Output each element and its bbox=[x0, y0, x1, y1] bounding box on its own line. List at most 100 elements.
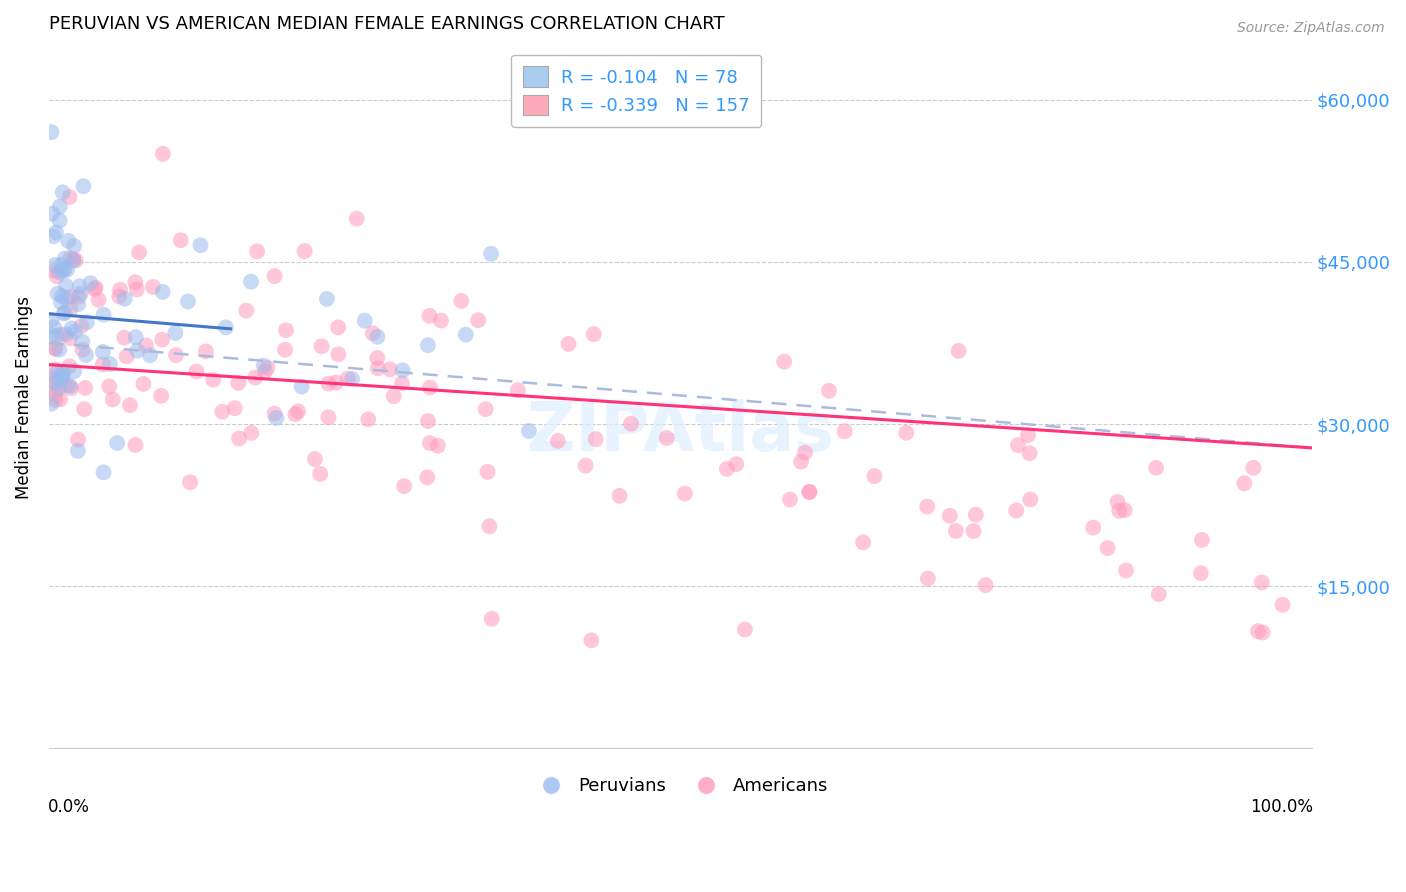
Point bbox=[245, 370, 267, 384]
Point bbox=[353, 314, 375, 328]
Point bbox=[63, 325, 86, 339]
Point bbox=[59, 301, 82, 316]
Point bbox=[114, 292, 136, 306]
Point bbox=[87, 293, 110, 307]
Point bbox=[1144, 460, 1167, 475]
Text: Source: ZipAtlas.com: Source: ZipAtlas.com bbox=[1237, 21, 1385, 35]
Point bbox=[226, 376, 249, 390]
Point bbox=[44, 258, 66, 272]
Point bbox=[48, 343, 70, 357]
Point bbox=[557, 337, 579, 351]
Point bbox=[517, 424, 540, 438]
Point bbox=[93, 466, 115, 480]
Point bbox=[52, 306, 75, 320]
Point bbox=[340, 372, 363, 386]
Point bbox=[378, 362, 401, 376]
Point bbox=[1107, 495, 1129, 509]
Point bbox=[391, 376, 413, 391]
Point bbox=[318, 410, 340, 425]
Point bbox=[287, 404, 309, 418]
Point bbox=[609, 489, 631, 503]
Point bbox=[44, 362, 66, 376]
Point bbox=[91, 344, 114, 359]
Point bbox=[72, 334, 94, 349]
Point bbox=[1191, 533, 1213, 547]
Point bbox=[799, 485, 821, 500]
Point bbox=[67, 290, 90, 304]
Point bbox=[59, 379, 82, 393]
Point bbox=[44, 393, 66, 408]
Point bbox=[1115, 563, 1137, 577]
Point bbox=[478, 519, 501, 533]
Point bbox=[1251, 625, 1274, 640]
Point bbox=[418, 309, 440, 323]
Point bbox=[240, 275, 263, 289]
Point bbox=[965, 508, 987, 522]
Point bbox=[45, 366, 67, 380]
Point bbox=[1247, 624, 1270, 639]
Point bbox=[574, 458, 596, 473]
Point bbox=[53, 252, 76, 266]
Point bbox=[63, 364, 86, 378]
Point bbox=[44, 383, 66, 397]
Point bbox=[44, 376, 66, 390]
Point bbox=[69, 286, 91, 301]
Point bbox=[194, 344, 217, 359]
Point bbox=[945, 524, 967, 538]
Point bbox=[58, 190, 80, 204]
Point bbox=[41, 125, 63, 139]
Point bbox=[142, 280, 165, 294]
Point bbox=[60, 381, 83, 395]
Point bbox=[450, 293, 472, 308]
Point bbox=[79, 276, 101, 290]
Point bbox=[70, 318, 93, 333]
Point bbox=[391, 363, 413, 377]
Point bbox=[253, 364, 276, 378]
Point bbox=[59, 331, 82, 345]
Point bbox=[75, 381, 97, 395]
Point bbox=[419, 436, 441, 450]
Point bbox=[361, 326, 384, 341]
Point bbox=[125, 282, 148, 296]
Point bbox=[274, 343, 297, 357]
Point bbox=[108, 289, 131, 303]
Point bbox=[72, 179, 94, 194]
Point bbox=[55, 292, 77, 306]
Point bbox=[315, 292, 337, 306]
Point bbox=[49, 392, 72, 406]
Point bbox=[52, 263, 75, 277]
Point bbox=[41, 397, 63, 411]
Point bbox=[1114, 503, 1136, 517]
Point bbox=[582, 327, 605, 342]
Point bbox=[215, 320, 238, 334]
Point bbox=[416, 414, 439, 428]
Point bbox=[66, 443, 89, 458]
Point bbox=[366, 330, 388, 344]
Point bbox=[366, 351, 388, 365]
Point bbox=[118, 398, 141, 412]
Point bbox=[55, 327, 77, 342]
Point bbox=[125, 330, 148, 344]
Point bbox=[256, 360, 278, 375]
Point bbox=[454, 327, 477, 342]
Point bbox=[382, 389, 405, 403]
Point bbox=[44, 388, 66, 402]
Point bbox=[547, 434, 569, 448]
Point bbox=[124, 275, 146, 289]
Point bbox=[304, 452, 326, 467]
Text: 0.0%: 0.0% bbox=[48, 797, 90, 815]
Point bbox=[98, 379, 121, 393]
Point bbox=[152, 146, 174, 161]
Point bbox=[132, 376, 155, 391]
Point bbox=[44, 342, 66, 356]
Point bbox=[177, 294, 200, 309]
Point bbox=[309, 467, 332, 481]
Point bbox=[1147, 587, 1170, 601]
Point bbox=[346, 211, 368, 226]
Point bbox=[948, 343, 970, 358]
Point bbox=[1233, 476, 1256, 491]
Point bbox=[59, 251, 82, 265]
Point bbox=[325, 376, 347, 390]
Point bbox=[673, 486, 696, 500]
Point bbox=[165, 348, 187, 362]
